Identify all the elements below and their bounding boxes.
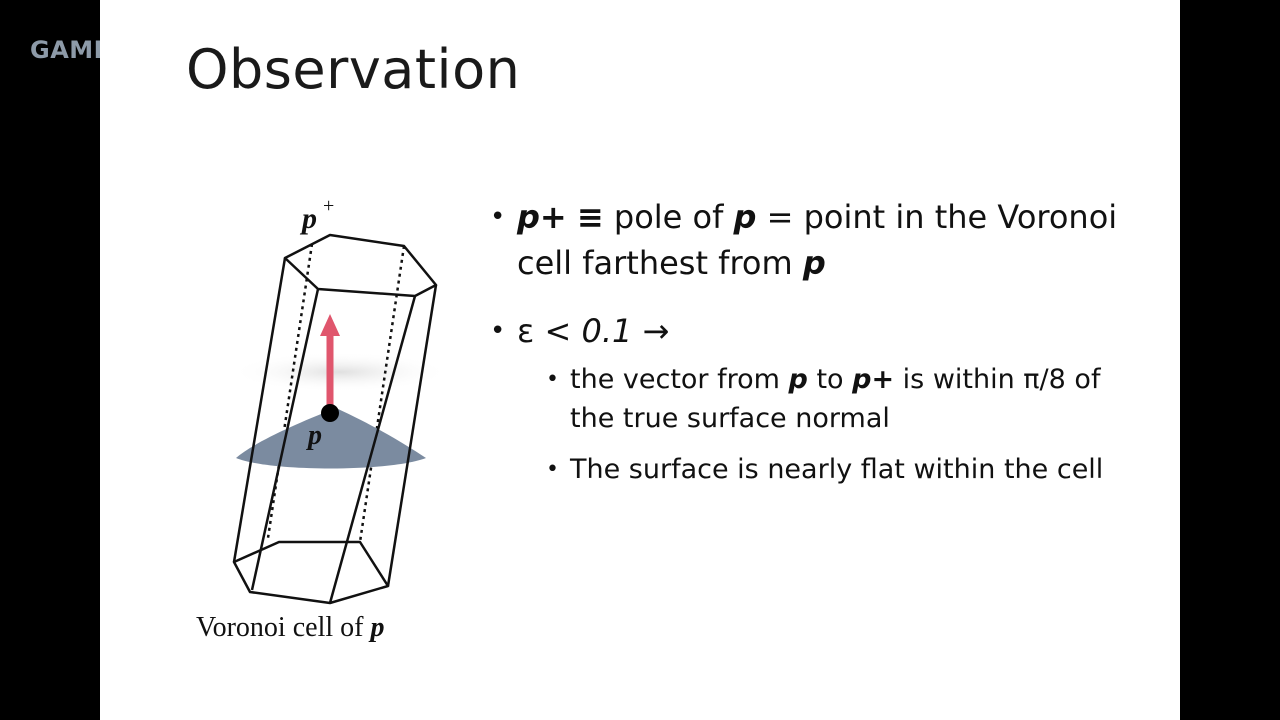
b2-val: 0.1	[581, 312, 633, 350]
b1-sym: ≡	[576, 198, 604, 236]
caption-var: p	[370, 612, 385, 643]
surface-disk	[236, 408, 426, 469]
point-label: p	[306, 420, 322, 451]
bullet-dot: •	[546, 367, 559, 392]
b2-arrow: →	[632, 312, 670, 350]
normal-arrow-head	[320, 314, 340, 336]
b1-var1: p+	[517, 198, 567, 236]
voronoi-cell-figure: p +	[230, 195, 450, 605]
bullet-dot: •	[490, 316, 506, 346]
b1-var2: p	[733, 198, 757, 236]
subbullet-flat: • The surface is nearly flat within the c…	[490, 446, 1130, 494]
bullet-dot: •	[490, 202, 506, 232]
prism-edges	[232, 233, 438, 605]
b3-text2: to	[807, 364, 853, 395]
b1-text1: pole of	[603, 198, 734, 236]
pole-label: p	[299, 202, 317, 235]
slide-title: Observation	[186, 38, 521, 101]
channel-watermark: GAME	[30, 36, 111, 64]
bullet-dot: •	[546, 457, 559, 482]
subbullet-vector: • the vector from p to p+ is within π/8 o…	[490, 360, 1130, 438]
b3-var2: p+	[852, 364, 895, 395]
b1-var3: p	[802, 244, 826, 282]
bullet-list: • p+ ≡ pole of p = point in the Voronoi c…	[490, 194, 1130, 502]
tangent-plane-haze	[230, 352, 450, 392]
sample-point	[321, 404, 339, 422]
b3-text3: is within π/8 of the true surface normal	[570, 364, 1101, 434]
bullet-pole-definition: • p+ ≡ pole of p = point in the Voronoi c…	[490, 194, 1130, 286]
hidden-edges	[266, 243, 406, 543]
b1-text2: = point in the Voronoi cell farthest fro…	[517, 198, 1118, 282]
caption-text: Voronoi cell of	[196, 612, 371, 643]
b2-text: ε <	[517, 312, 582, 350]
b3-var1: p	[788, 364, 808, 395]
slide: Observation p +	[100, 0, 1180, 720]
b4-text: The surface is nearly flat within the ce…	[570, 454, 1104, 485]
figure-caption: Voronoi cell of p	[196, 612, 384, 644]
bullet-epsilon: • ε < 0.1 →	[490, 308, 1130, 354]
b3-text1: the vector from	[570, 364, 789, 395]
pole-superscript: +	[323, 195, 334, 217]
